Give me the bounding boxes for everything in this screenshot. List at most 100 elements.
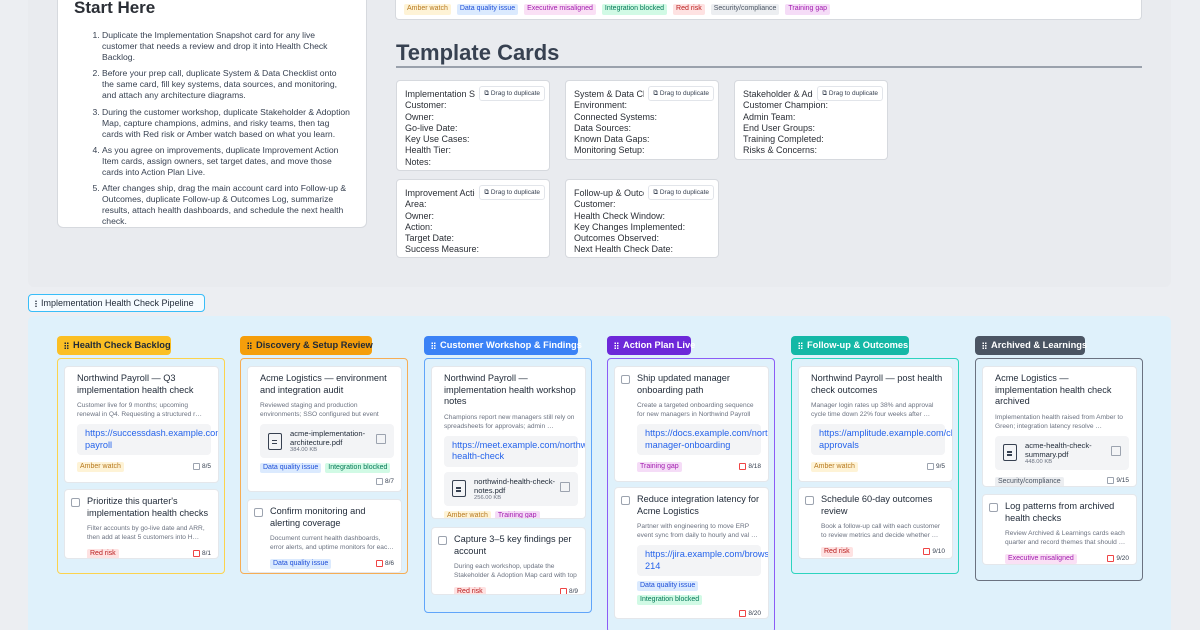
drag-handle-icon[interactable] xyxy=(982,342,987,349)
task-card[interactable]: Prioritize this quarter's implementation… xyxy=(64,489,219,559)
template-card[interactable]: Implementation SnapshotCustomer:Owner:Go… xyxy=(396,80,550,171)
card-tag[interactable]: Red risk xyxy=(454,587,486,594)
drag-handle-icon[interactable] xyxy=(614,342,619,349)
drag-to-duplicate-button[interactable]: ⧉ Drag to duplicate xyxy=(479,185,545,201)
drag-handle-icon[interactable] xyxy=(247,342,252,349)
card-link[interactable]: https://amplitude.example.com/chart/nort… xyxy=(811,424,952,455)
file-icon xyxy=(452,480,466,497)
drag-handle-icon[interactable] xyxy=(35,300,37,307)
card-tag[interactable]: Data quality issue xyxy=(270,559,332,569)
tag-integration-blocked[interactable]: Integration blocked xyxy=(601,4,668,15)
task-checkbox[interactable] xyxy=(805,496,814,505)
column-header[interactable]: Customer Workshop & Findings xyxy=(424,336,582,355)
tag-red-risk[interactable]: Red risk xyxy=(673,4,705,15)
open-external-icon[interactable] xyxy=(1111,445,1121,456)
drag-handle-icon[interactable] xyxy=(798,342,803,349)
account-card[interactable]: Northwind Payroll — implementation healt… xyxy=(431,366,586,519)
drag-handle-icon[interactable] xyxy=(64,342,69,349)
tag-executive-misaligned[interactable]: Executive misaligned xyxy=(524,4,596,15)
task-checkbox[interactable] xyxy=(71,498,80,507)
file-attachment[interactable]: acme-implementation-architecture.pdf 384.… xyxy=(260,424,394,458)
card-link[interactable]: https://docs.example.com/northwind-manag… xyxy=(637,424,768,455)
card-tag[interactable]: Data quality issue xyxy=(637,581,699,591)
due-date[interactable]: 8/6 xyxy=(375,559,394,567)
card-tag[interactable]: Integration blocked xyxy=(637,595,703,605)
due-date[interactable]: 8/20 xyxy=(739,610,761,617)
due-date[interactable]: 8/7 xyxy=(375,478,394,485)
task-checkbox[interactable] xyxy=(438,536,447,545)
drag-to-duplicate-button[interactable]: ⧉ Drag to duplicate xyxy=(817,86,883,102)
card-tag[interactable]: Amber watch xyxy=(444,510,491,518)
due-date[interactable]: 9/10 xyxy=(923,547,945,555)
due-date[interactable]: 8/9 xyxy=(559,587,578,594)
tag-amber-watch[interactable]: Amber watch xyxy=(404,4,451,15)
tag-data-quality[interactable]: Data quality issue xyxy=(456,4,519,15)
card-description: Partner with engineering to move ERP eve… xyxy=(637,523,758,539)
template-card-title: Follow-up & Outcomes Log xyxy=(574,188,644,198)
file-attachment[interactable]: acme-health-check-summary.pdf 448.00 KB xyxy=(995,435,1129,470)
column-header[interactable]: Action Plan Live xyxy=(607,336,695,355)
card-tag[interactable]: Executive misaligned xyxy=(1005,554,1077,564)
task-checkbox[interactable] xyxy=(989,503,998,512)
card-tag[interactable]: Amber watch xyxy=(77,462,124,472)
card-footer: Data quality issue 8/6 xyxy=(270,557,394,569)
account-card[interactable]: Acme Logistics — implementation health c… xyxy=(982,366,1137,487)
card-footer: Amber watch 8/5 xyxy=(77,460,211,472)
column-header[interactable]: Archived & Learnings xyxy=(975,336,1087,355)
template-card[interactable]: Stakeholder & Adoption MapCustomer Champ… xyxy=(734,80,888,160)
open-external-icon[interactable] xyxy=(376,434,386,444)
tag-legend-card[interactable]: Amber watch Data quality issue Executive… xyxy=(395,0,1142,20)
task-checkbox[interactable] xyxy=(621,375,630,384)
tag-security-compliance[interactable]: Security/compliance xyxy=(710,4,780,15)
drag-to-duplicate-button[interactable]: ⧉ Drag to duplicate xyxy=(479,86,545,102)
step-item: After changes ship, drag the main accoun… xyxy=(102,183,350,227)
due-date-text: 8/20 xyxy=(748,610,761,617)
card-link[interactable]: https://meet.example.com/northwind-healt… xyxy=(444,435,585,467)
column-header[interactable]: Follow-up & Outcomes xyxy=(791,336,909,355)
drag-to-duplicate-button[interactable]: ⧉ Drag to duplicate xyxy=(648,86,714,102)
tag-training-gap[interactable]: Training gap xyxy=(785,4,831,15)
drag-handle-icon[interactable] xyxy=(431,342,436,349)
due-date[interactable]: 9/15 xyxy=(1107,477,1129,484)
account-card[interactable]: Acme Logistics — environment and integra… xyxy=(247,366,402,492)
task-card[interactable]: Capture 3–5 key findings per account Duri… xyxy=(431,527,586,595)
card-tag[interactable]: Red risk xyxy=(821,547,853,557)
due-date[interactable]: 8/18 xyxy=(739,462,761,470)
template-field: Action: xyxy=(405,221,433,232)
due-date[interactable]: 8/1 xyxy=(192,549,211,557)
file-attachment[interactable]: northwind-health-check-notes.pdf 256.00 K… xyxy=(444,471,578,506)
card-tag[interactable]: Security/compliance xyxy=(995,476,1064,486)
card-tag[interactable]: Training gap xyxy=(637,462,682,472)
card-tag[interactable]: Data quality issue xyxy=(260,463,322,473)
task-card[interactable]: Ship updated manager onboarding path Crea… xyxy=(614,366,769,482)
card-tag[interactable]: Red risk xyxy=(87,549,119,558)
start-here-card[interactable]: Start Here Duplicate the Implementation … xyxy=(57,0,367,228)
card-tag[interactable]: Training gap xyxy=(494,510,540,518)
column-header[interactable]: Discovery & Setup Review xyxy=(240,336,373,355)
card-link[interactable]: https://jira.example.com/browse/IMPL-214 xyxy=(637,545,768,576)
template-card[interactable]: Follow-up & Outcomes LogCustomer:Health … xyxy=(565,179,719,258)
due-date[interactable]: 8/5 xyxy=(192,462,211,470)
column-header[interactable]: Health Check Backlog xyxy=(57,336,171,355)
template-card[interactable]: System & Data ChecklistEnvironment:Conne… xyxy=(565,80,719,160)
drag-label: Drag to duplicate xyxy=(828,90,878,97)
card-tag[interactable]: Integration blocked xyxy=(325,463,391,473)
task-card[interactable]: Confirm monitoring and alerting coverage… xyxy=(247,499,402,573)
account-card[interactable]: Northwind Payroll — Q3 implementation he… xyxy=(64,366,219,483)
template-card[interactable]: Improvement Action ItemArea:Owner:Action… xyxy=(396,179,550,258)
pipeline-column xyxy=(607,358,775,630)
pipeline-frame-label[interactable]: Implementation Health Check Pipeline xyxy=(28,294,205,312)
task-card[interactable]: Schedule 60-day outcomes review Book a fo… xyxy=(798,487,953,559)
drag-to-duplicate-button[interactable]: ⧉ Drag to duplicate xyxy=(648,185,714,201)
card-footer: Red risk 8/9 xyxy=(454,585,578,594)
card-link[interactable]: https://successdash.example.com/accounts… xyxy=(77,424,218,455)
task-checkbox[interactable] xyxy=(621,496,630,505)
task-card[interactable]: Reduce integration latency for Acme Logi… xyxy=(614,487,769,619)
account-card[interactable]: Northwind Payroll — post health check ou… xyxy=(798,366,953,482)
task-card[interactable]: Log patterns from archived health checks… xyxy=(982,494,1137,565)
task-checkbox[interactable] xyxy=(254,508,263,517)
open-external-icon[interactable] xyxy=(560,481,570,492)
due-date[interactable]: 9/20 xyxy=(1107,554,1129,562)
card-tag[interactable]: Amber watch xyxy=(811,462,858,472)
due-date[interactable]: 9/5 xyxy=(926,462,945,470)
